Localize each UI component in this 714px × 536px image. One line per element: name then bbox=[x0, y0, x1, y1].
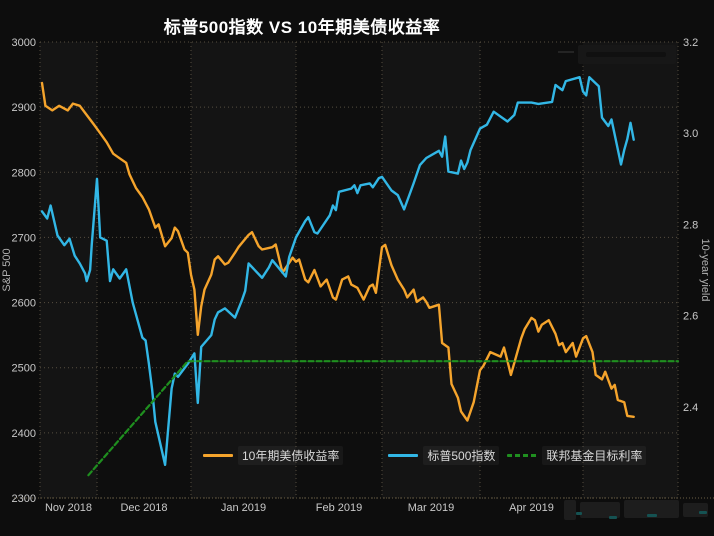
chart-legend: 10年期美债收益率 标普500指数 联邦基金目标利率 bbox=[203, 446, 647, 465]
x-axis-tick: Feb 2019 bbox=[316, 502, 362, 514]
y-axis-tick-left: 2300 bbox=[12, 493, 36, 505]
legend-line-swatch-blue bbox=[388, 454, 419, 457]
legend-line-swatch-orange bbox=[203, 454, 233, 457]
y-axis-tick-left: 2800 bbox=[12, 167, 36, 179]
y-axis-tick-left: 2500 bbox=[12, 363, 36, 375]
y-axis-tick-left: 2400 bbox=[12, 428, 36, 440]
y-axis-tick-left: 2600 bbox=[12, 298, 36, 310]
watermark-top-right bbox=[578, 45, 676, 64]
y-axis-tick-left: 2700 bbox=[12, 232, 36, 244]
y-axis-tick-right: 2.8 bbox=[683, 219, 698, 231]
series-lines bbox=[40, 75, 680, 477]
x-axis-tick: Apr 2019 bbox=[509, 502, 554, 514]
month-band bbox=[382, 42, 480, 498]
legend-label: 标普500指数 bbox=[423, 446, 500, 465]
legend-item-fed-funds[interactable]: 联邦基金目标利率 bbox=[507, 446, 647, 465]
month-band bbox=[583, 42, 678, 498]
axis-ticks: 3000 2900 2800 2700 2600 2500 2400 2300 3.2 3.0 2.… bbox=[12, 37, 699, 514]
month-band bbox=[480, 42, 583, 498]
gridlines bbox=[14, 41, 714, 499]
y-axis-tick-left: 2900 bbox=[12, 102, 36, 114]
x-axis-tick: Nov 2018 bbox=[45, 502, 92, 514]
y-axis-tick-right: 2.6 bbox=[683, 311, 698, 323]
y-axis-tick-right: 3.0 bbox=[683, 128, 698, 140]
legend-line-swatch-green bbox=[507, 454, 538, 457]
y-axis-right-title: 10-year yield bbox=[699, 239, 711, 302]
month-bands bbox=[40, 42, 678, 498]
month-band bbox=[191, 42, 296, 498]
x-axis-tick: Jan 2019 bbox=[221, 502, 266, 514]
watermark-bottom-right bbox=[562, 498, 712, 524]
watermark-top-right-dash bbox=[558, 51, 574, 53]
legend-label: 10年期美债收益率 bbox=[238, 446, 344, 465]
series-line-fed-funds bbox=[87, 360, 680, 477]
legend-label: 联邦基金目标利率 bbox=[542, 446, 647, 465]
month-band bbox=[97, 42, 191, 498]
y-axis-left-title: S&P 500 bbox=[1, 248, 13, 291]
series-line-sp500 bbox=[40, 75, 635, 466]
legend-item-sp500[interactable]: 标普500指数 bbox=[388, 446, 500, 465]
x-axis-tick: Mar 2019 bbox=[408, 502, 454, 514]
y-axis-tick-right: 2.4 bbox=[683, 402, 698, 414]
y-axis-tick-right: 3.2 bbox=[683, 37, 698, 49]
y-axis-tick-left: 3000 bbox=[12, 37, 36, 49]
chart-title: 标普500指数 VS 10年期美债收益率 bbox=[163, 18, 441, 37]
legend-item-10y-yield[interactable]: 10年期美债收益率 bbox=[203, 446, 344, 465]
series-line-10y-yield bbox=[40, 81, 635, 422]
x-axis-tick: Dec 2018 bbox=[120, 502, 167, 514]
month-band bbox=[296, 42, 382, 498]
